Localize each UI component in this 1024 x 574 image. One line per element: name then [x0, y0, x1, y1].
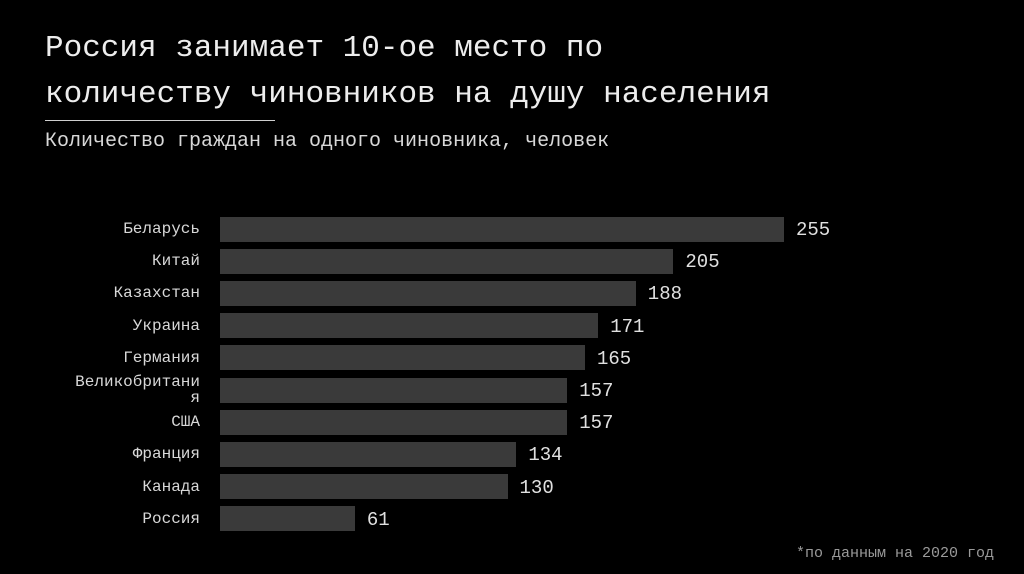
- category-label: Франция: [132, 445, 200, 464]
- footnote: *по данным на 2020 год: [795, 545, 994, 562]
- category-label: Россия: [142, 509, 200, 528]
- category-label: Беларусь: [123, 220, 200, 238]
- category-label: Великобритания: [75, 373, 200, 407]
- value-label: 157: [579, 412, 614, 435]
- chart-subtitle: Количество граждан на одного чиновника, …: [45, 130, 610, 153]
- category-label: Канада: [142, 477, 200, 496]
- value-label: 134: [528, 444, 563, 467]
- bar: [220, 409, 568, 435]
- bar: [220, 280, 636, 306]
- bar: [220, 377, 568, 403]
- category-label: Китай: [151, 252, 200, 271]
- bar: [220, 506, 355, 532]
- bar: [220, 313, 599, 339]
- bar: [220, 441, 517, 467]
- bar: [220, 474, 508, 500]
- category-label: Казахстан: [113, 284, 200, 303]
- bar: [220, 216, 784, 242]
- value-label: 188: [647, 283, 683, 306]
- value-label: 165: [596, 347, 632, 370]
- value-label: 205: [685, 251, 720, 274]
- chart-title: Россия занимает 10-ое место по количеств…: [45, 31, 771, 112]
- category-label: Германия: [123, 348, 200, 367]
- value-label: 130: [519, 476, 554, 499]
- value-label: 255: [796, 219, 831, 241]
- category-label: США: [171, 413, 200, 432]
- value-label: 171: [610, 315, 645, 338]
- title-rule: [45, 120, 275, 121]
- bar: [220, 345, 585, 371]
- category-label: Украина: [132, 316, 200, 335]
- bar: [220, 248, 674, 274]
- value-label: 61: [366, 508, 390, 531]
- value-label: 157: [579, 380, 614, 402]
